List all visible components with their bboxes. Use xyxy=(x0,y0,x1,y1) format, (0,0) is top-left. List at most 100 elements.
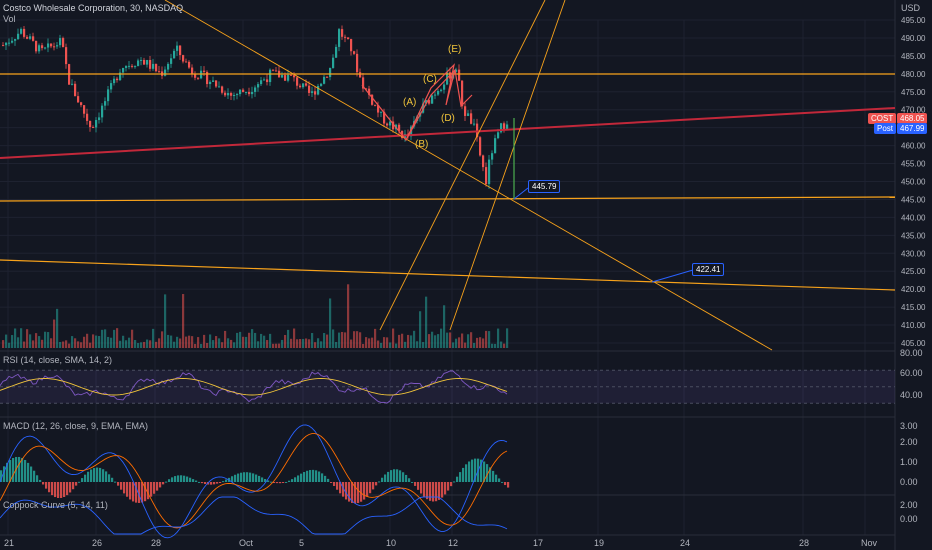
price-tick-label: 405.00 xyxy=(901,339,926,348)
volume-bar xyxy=(104,329,107,348)
volume-bar xyxy=(239,331,242,348)
volume-bar xyxy=(188,335,191,348)
macd-histogram-bar xyxy=(336,482,339,490)
macd-histogram-bar xyxy=(357,482,360,504)
volume-bar xyxy=(440,328,443,348)
price-tick-label: 430.00 xyxy=(901,249,926,258)
candle-body xyxy=(281,75,284,78)
volume-bar xyxy=(263,335,266,348)
volume-bar xyxy=(110,337,113,348)
macd-histogram-bar xyxy=(0,470,3,482)
volume-bar xyxy=(107,336,110,348)
candle-body xyxy=(461,80,464,107)
candle-body xyxy=(473,123,476,125)
macd-histogram-bar xyxy=(393,469,396,482)
volume-bar xyxy=(428,334,431,348)
volume-bar xyxy=(446,332,449,348)
macd-histogram-bar xyxy=(108,474,111,482)
volume-bar xyxy=(119,340,122,348)
macd-histogram-bar xyxy=(183,475,186,482)
candle-body xyxy=(107,89,110,102)
macd-histogram-bar xyxy=(507,482,510,488)
macd-histogram-bar xyxy=(57,482,60,499)
volume-bar xyxy=(458,337,461,348)
wave-label-a: (A) xyxy=(403,97,417,108)
volume-bar xyxy=(158,338,161,348)
long-trendline-lower xyxy=(0,259,896,291)
volume-bar xyxy=(74,338,77,348)
macd-histogram-bar xyxy=(435,482,438,502)
volume-bar xyxy=(392,328,395,348)
price-tick-label: 440.00 xyxy=(901,213,926,222)
price-axis[interactable]: 495.00490.00485.00480.00475.00470.00465.… xyxy=(901,16,926,348)
wave-pattern-2 xyxy=(405,63,456,141)
macd-histogram-bar xyxy=(402,472,405,482)
volume-bar xyxy=(215,336,218,348)
volume-bar xyxy=(212,340,215,348)
volume-bar xyxy=(221,342,224,348)
macd-histogram-bar xyxy=(264,478,267,482)
volume-bar xyxy=(242,336,245,348)
candle-body xyxy=(203,70,206,72)
volume-bar xyxy=(134,339,137,348)
macd-histogram-bar xyxy=(399,470,402,482)
macd-histogram-bar xyxy=(210,482,213,485)
volume-bar xyxy=(56,308,59,348)
candle-body xyxy=(89,120,92,128)
volume-bar xyxy=(149,340,152,348)
macd-histogram-bar xyxy=(306,470,309,482)
volume-bar xyxy=(98,336,101,348)
target-label-1[interactable]: 445.79 xyxy=(528,180,561,193)
macd-histogram-bar xyxy=(483,461,486,482)
volume-bar xyxy=(251,329,254,348)
macd-histogram-bar xyxy=(420,482,423,494)
macd-histogram-bar xyxy=(345,482,348,500)
macd-histogram-bar xyxy=(231,476,234,482)
target-label-2[interactable]: 422.41 xyxy=(692,263,725,276)
macd-histogram-bar xyxy=(339,482,342,494)
macd-histogram-bar xyxy=(9,460,12,482)
currency-label: USD xyxy=(901,3,921,13)
time-tick-label: 24 xyxy=(680,538,691,548)
volume-bar xyxy=(167,334,170,348)
volume-bar xyxy=(185,336,188,348)
macd-histogram-bar xyxy=(84,474,87,482)
candle-body xyxy=(125,66,128,68)
time-tick-label: 12 xyxy=(448,538,459,548)
time-tick-label: 10 xyxy=(386,538,397,548)
price-tick-label: 460.00 xyxy=(901,142,926,151)
volume-bar xyxy=(419,311,422,348)
volume-bar xyxy=(341,331,344,348)
macd-histogram-bar xyxy=(195,480,198,482)
candle-body xyxy=(260,80,263,85)
volume-bar xyxy=(155,341,158,348)
volume-bar xyxy=(230,339,233,348)
volume-bar xyxy=(356,331,359,348)
candle-body xyxy=(32,36,35,41)
macd-signal-line xyxy=(0,433,508,529)
macd-histogram-bar xyxy=(180,475,183,482)
candle-body xyxy=(257,84,260,88)
macd-histogram-bar xyxy=(390,470,393,482)
candle-body xyxy=(287,74,290,81)
volume-bar xyxy=(347,284,350,348)
volume-bar xyxy=(59,341,62,348)
volume-bar xyxy=(314,342,317,348)
macd-histogram-bar xyxy=(6,462,9,482)
candle-body xyxy=(389,121,392,126)
candle-body xyxy=(170,58,173,64)
volume-bar xyxy=(401,333,404,348)
candle-body xyxy=(308,85,311,93)
macd-histogram-bar xyxy=(3,466,6,482)
trendlines[interactable] xyxy=(0,0,896,351)
macd-histogram-bar xyxy=(309,470,312,482)
macd-histogram-bar xyxy=(480,459,483,482)
candle-body xyxy=(377,105,380,113)
volume-bar xyxy=(266,340,269,348)
price-tick-label: 485.00 xyxy=(901,52,926,61)
volume-bar xyxy=(374,328,377,348)
macd-histogram-bar xyxy=(327,478,330,482)
volume-bar xyxy=(50,338,53,348)
macd-histogram-bar xyxy=(504,482,507,486)
